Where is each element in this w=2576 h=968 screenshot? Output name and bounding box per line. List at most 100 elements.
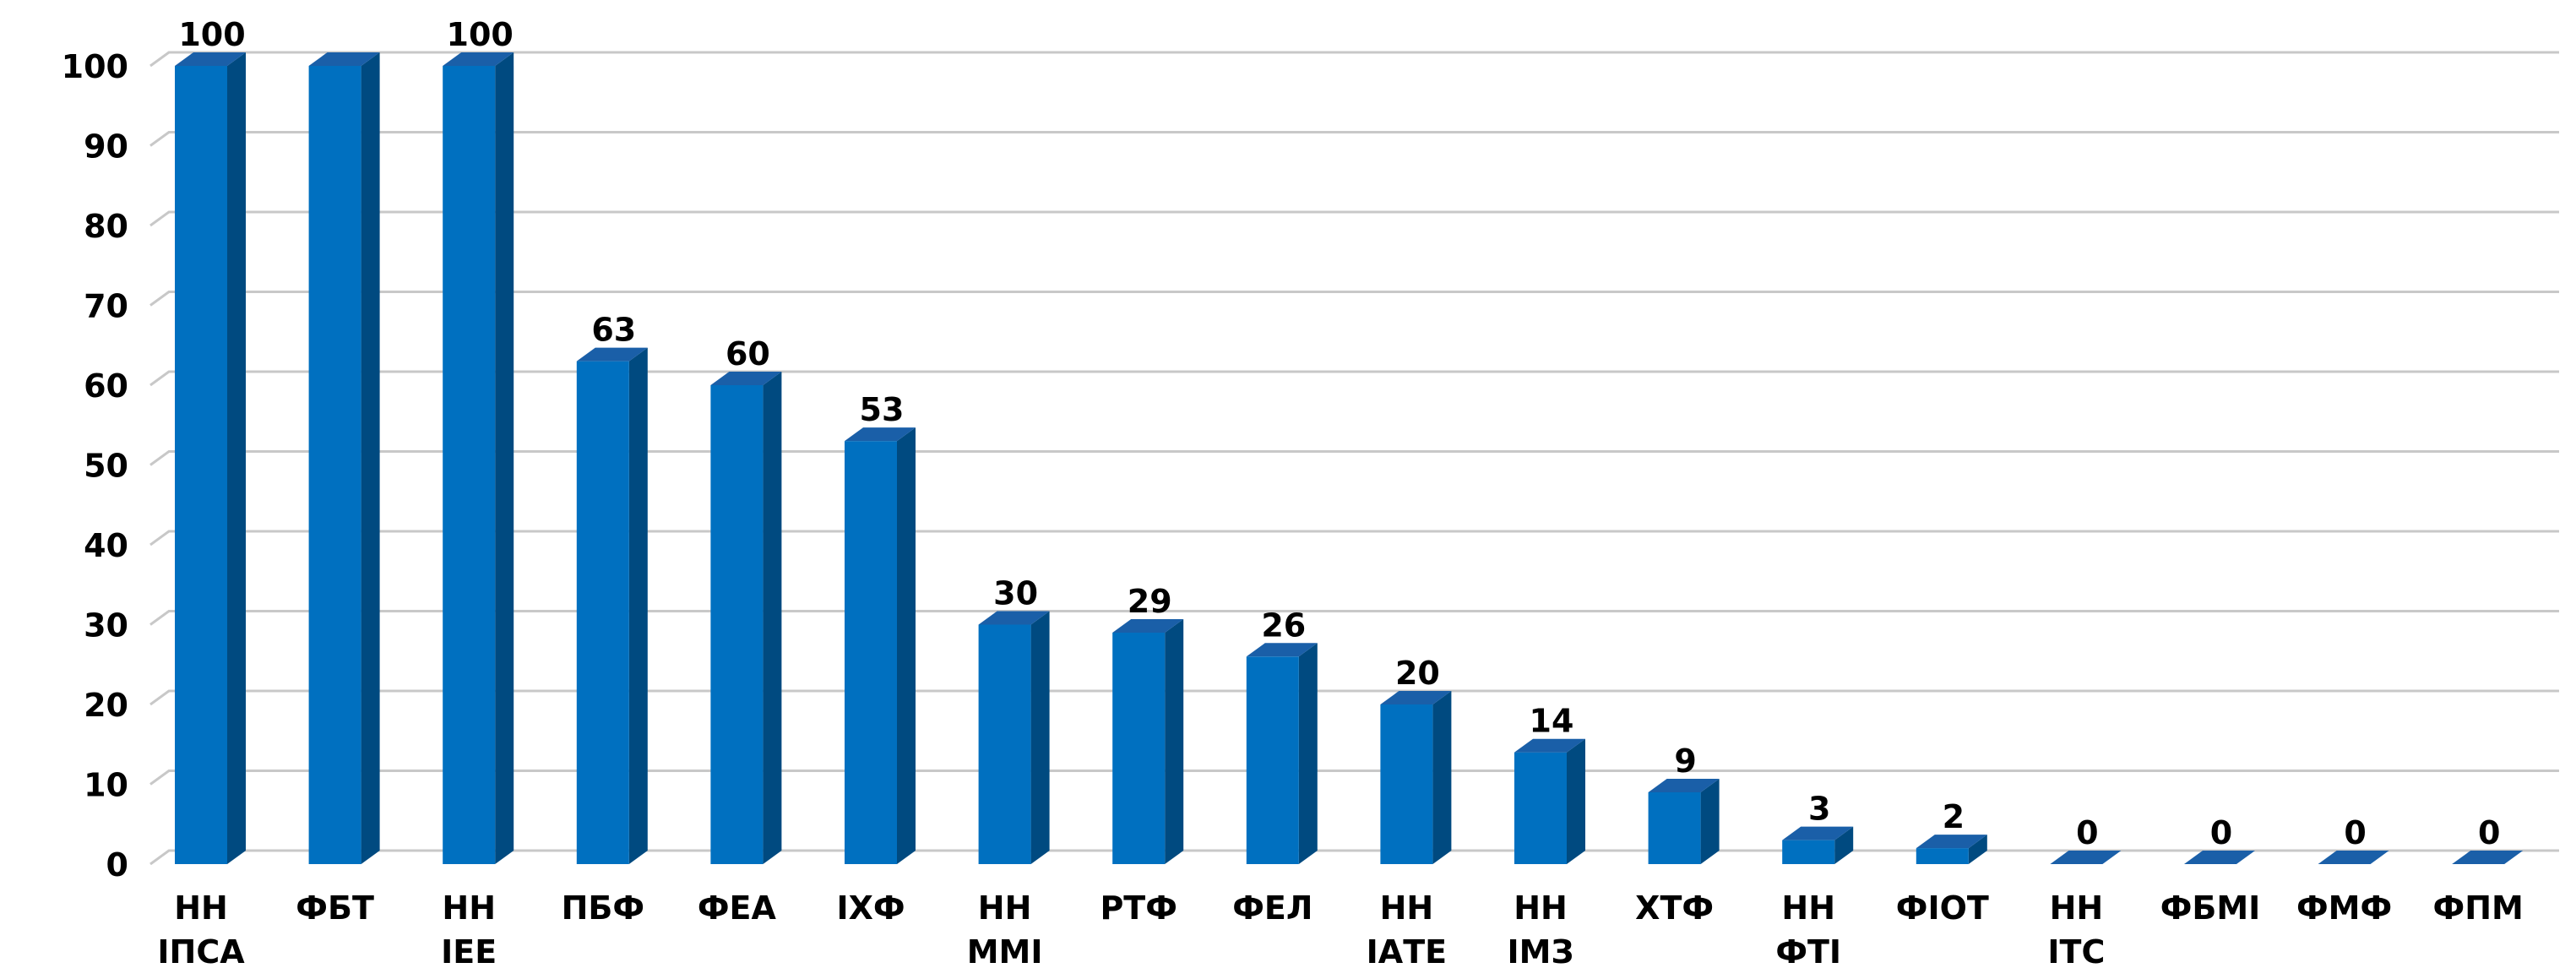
bar-side <box>1700 778 1720 864</box>
bar <box>2318 851 2389 864</box>
x-tick-label: ІМЗ <box>1508 933 1574 968</box>
data-label: 0 <box>2210 814 2232 851</box>
bars <box>175 52 2524 864</box>
data-label: 0 <box>2478 814 2500 851</box>
data-label: 2 <box>1943 798 1965 835</box>
bar <box>1246 643 1318 864</box>
bar-front <box>443 66 496 864</box>
gridline-10 <box>149 770 2559 786</box>
y-axis: 0 10 20 30 40 50 60 70 80 90 100 <box>62 48 128 884</box>
bar <box>2050 851 2122 864</box>
x-tick-label: ІЕЕ <box>441 933 497 968</box>
bar <box>576 347 648 864</box>
bar-front <box>1246 656 1299 864</box>
bar <box>175 52 246 864</box>
bar-side <box>897 427 916 864</box>
bar-side <box>1165 618 1184 864</box>
x-tick-label: НН <box>442 889 496 927</box>
bar <box>308 52 380 864</box>
data-label: 9 <box>1674 742 1696 780</box>
y-tick-label: 30 <box>84 607 128 644</box>
bar-front <box>978 624 1031 864</box>
bar-top <box>978 611 1050 625</box>
gridline-30 <box>149 610 2559 626</box>
x-tick-label: ПБФ <box>562 889 644 927</box>
bar-top <box>443 52 514 66</box>
bar-front <box>175 66 227 864</box>
bar-side <box>1298 643 1318 864</box>
bar <box>710 372 782 864</box>
data-label: 20 <box>1395 655 1440 692</box>
bar-side <box>495 52 514 864</box>
bar-top <box>1112 618 1184 633</box>
y-tick-label: 70 <box>84 288 128 325</box>
x-tick-label: ІПСА <box>157 933 245 968</box>
bar-front <box>710 385 764 864</box>
data-label: 26 <box>1261 606 1306 644</box>
data-label: 53 <box>860 391 905 428</box>
bar <box>978 611 1050 864</box>
gridline-80 <box>149 210 2559 227</box>
bar-top <box>2452 851 2524 864</box>
bar-side <box>628 347 648 864</box>
bar-front <box>1112 632 1166 864</box>
bar-top <box>2318 851 2389 864</box>
bar <box>845 427 916 864</box>
bar-side <box>1432 691 1452 864</box>
x-tick-label: ФЕЛ <box>1232 889 1312 927</box>
gridline-70 <box>149 291 2559 307</box>
bar-front <box>1916 848 1969 864</box>
x-tick-label: НН <box>2050 889 2104 927</box>
data-label: 100 <box>178 16 245 53</box>
bar-front <box>845 441 897 864</box>
x-tick-label: НН <box>1781 889 1835 927</box>
y-tick-label: 50 <box>84 448 128 485</box>
gridline-20 <box>149 689 2559 706</box>
bar-top <box>1246 643 1318 657</box>
x-tick-label: ФІОТ <box>1896 889 1989 927</box>
bar-top <box>1916 835 1987 849</box>
bar-front <box>1782 840 1835 864</box>
data-label: 14 <box>1530 703 1574 740</box>
y-tick-label: 0 <box>106 846 128 884</box>
gridlines <box>149 51 2559 866</box>
bar-side <box>1030 611 1050 864</box>
x-tick-label: ФТІ <box>1775 933 1841 968</box>
bar <box>1648 778 1720 864</box>
bar-top <box>1648 778 1720 792</box>
x-tick-label: ІТС <box>2047 933 2105 968</box>
data-label: 100 <box>447 16 514 53</box>
x-tick-label: ФМФ <box>2296 889 2392 927</box>
y-tick-label: 80 <box>84 208 128 245</box>
bar-front <box>1648 791 1701 864</box>
bar-top <box>308 52 380 66</box>
bar-front <box>576 361 629 864</box>
x-tick-label: НН <box>1380 889 1434 927</box>
x-tick-label: НН <box>978 889 1032 927</box>
gridline-40 <box>149 530 2559 547</box>
bar-front <box>308 66 361 864</box>
data-label: 0 <box>2076 814 2098 851</box>
bar-front <box>1380 704 1433 864</box>
bar <box>1782 826 1854 864</box>
data-label: 63 <box>591 312 636 349</box>
bar-top <box>2184 851 2255 864</box>
x-tick-label: ММІ <box>967 933 1043 968</box>
bar-side <box>1968 835 1987 864</box>
bar <box>1112 618 1184 864</box>
x-tick-label: НН <box>1514 889 1568 927</box>
bar-top <box>576 347 648 362</box>
x-tick-label: РТФ <box>1100 889 1177 927</box>
bar-top <box>2050 851 2122 864</box>
gridline-0 <box>149 849 2559 866</box>
bar-top <box>1380 691 1452 704</box>
x-tick-label: ФБМІ <box>2160 889 2261 927</box>
bar-front <box>1514 752 1567 864</box>
bar-side <box>361 52 380 864</box>
y-tick-label: 10 <box>84 767 128 804</box>
bar-side <box>1834 826 1854 864</box>
x-tick-label: НН <box>174 889 228 927</box>
data-label: 3 <box>1808 791 1830 828</box>
